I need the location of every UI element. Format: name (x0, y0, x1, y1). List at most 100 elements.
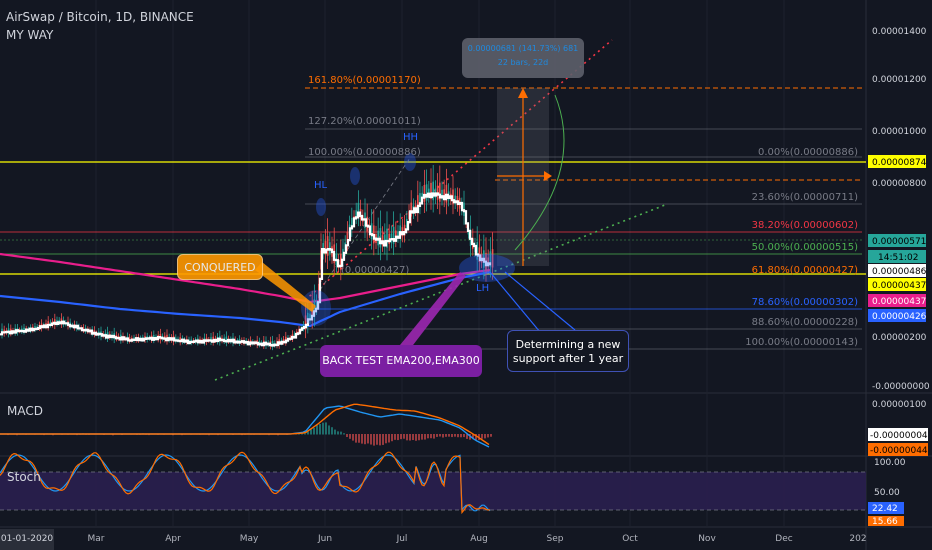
candle-body (225, 336, 228, 343)
candle-body (417, 195, 419, 212)
macd-bar (460, 434, 462, 438)
candle-body (324, 240, 327, 254)
chart-subtitle: MY WAY (6, 28, 54, 42)
candle-body (309, 313, 311, 320)
macd-bar (448, 434, 450, 437)
candle-body (430, 182, 432, 200)
fib-1272: 127.20%(0.00001011) (308, 116, 421, 127)
price-tick: 0.00000200 (872, 333, 927, 343)
macd-bar (310, 429, 312, 435)
candle-body (271, 340, 274, 347)
upper-trendline (304, 39, 613, 301)
candle-body (128, 337, 131, 342)
fib-382: 38.20%(0.00000602) (752, 220, 858, 231)
backtest-arrow (400, 272, 466, 349)
macd-bar (445, 434, 447, 437)
macd-bar (412, 434, 414, 441)
candle-body (326, 236, 329, 256)
projection-curve (514, 94, 565, 251)
macd-bar (352, 434, 354, 441)
macd-bar (367, 434, 369, 444)
macd-tick: 0.00000100 (872, 400, 927, 410)
stoch-k-tag: 22.42 (872, 504, 898, 514)
candle-body (425, 184, 428, 201)
candle-body (439, 182, 441, 202)
measure-info-line2: 22 bars, 22d (497, 58, 549, 67)
ema200-tag: 0.00000437 (872, 297, 926, 307)
macd-bar (382, 434, 384, 445)
macd-bar (436, 434, 438, 437)
macd-bar (373, 434, 375, 446)
candle-body (357, 202, 360, 217)
macd-bar (442, 434, 444, 438)
macd-bar (475, 434, 477, 441)
macd-bar (433, 434, 435, 439)
stoch-k-line (0, 454, 491, 512)
macd-bar (457, 434, 459, 438)
macd-bar (403, 434, 405, 439)
candle-body (454, 195, 456, 204)
macd-bar (379, 434, 381, 446)
macd-bar (346, 434, 348, 438)
conquered-label: CONQUERED (177, 254, 263, 280)
macd-bar (358, 434, 360, 443)
macd-bar (400, 434, 402, 440)
ema200-line (0, 252, 491, 304)
macd-bar (313, 427, 315, 435)
lh-marker (459, 254, 515, 282)
macd-bar (322, 422, 324, 435)
candle-body (23, 327, 25, 332)
macd-bar (337, 431, 339, 435)
ema300-tag: 0.00000426 (872, 312, 927, 322)
fib-50: 50.00%(0.00000515) (752, 242, 858, 253)
support-arrow-1 (504, 271, 576, 331)
month-label: Nov (698, 534, 716, 544)
candle-body (370, 223, 373, 240)
hh-marker (404, 153, 416, 171)
candle-body (491, 249, 494, 268)
ema300-line (0, 270, 491, 328)
fib-618: 61.80%(0.00000427) (752, 265, 858, 276)
fib-0: 0.00%(0.00000886) (758, 147, 858, 158)
hl-label: HL (314, 180, 328, 191)
fib-886: 88.60%(0.00000228) (752, 317, 858, 328)
countdown-tag: 14:51:02 (878, 253, 918, 263)
candle-body (381, 235, 384, 246)
macd-bar (370, 434, 372, 445)
macd-bar (421, 434, 423, 440)
macd-bar (331, 427, 333, 435)
candle-body (489, 251, 492, 268)
macd-bar (388, 434, 390, 443)
fib-1618: 161.80%(0.00001170) (308, 75, 421, 86)
candle-body (410, 202, 412, 217)
macd-bar (451, 434, 453, 438)
macd-bar (316, 425, 318, 435)
lower-trendline (214, 204, 666, 381)
breakout-marker (301, 290, 331, 326)
macd-bar (463, 434, 465, 438)
price-tag-yellow-high: 0.00000874 (872, 158, 927, 168)
candle-body (432, 181, 434, 201)
price-tick: 0.00001400 (872, 27, 927, 37)
macd-bar (349, 434, 351, 439)
candle-body (293, 333, 296, 337)
macd-bar (307, 430, 309, 435)
macd-bar (301, 433, 303, 435)
chart-title: AirSwap / Bitcoin, 1D, BINANCE (6, 10, 194, 24)
macd-tag: -0.00000004 (870, 431, 928, 441)
support-label: Determining a new support after 1 year (507, 330, 629, 372)
macd-bar (328, 425, 330, 435)
signal-tag: -0.00000044 (870, 446, 928, 456)
month-label: May (240, 534, 259, 544)
candle-body (445, 184, 448, 203)
month-label: Jun (317, 534, 332, 544)
stoch-d-tag: 15.66 (872, 517, 898, 527)
candle-body (340, 253, 342, 270)
candle-body (366, 216, 368, 232)
time-axis: Mar Apr May Jun Jul Aug Sep Oct Nov Dec … (88, 534, 867, 544)
macd-bar (406, 434, 408, 441)
candlesticks (1, 164, 494, 351)
hh-label: HH (403, 132, 418, 143)
macd-bar (418, 434, 420, 441)
macd-bar (325, 422, 327, 435)
